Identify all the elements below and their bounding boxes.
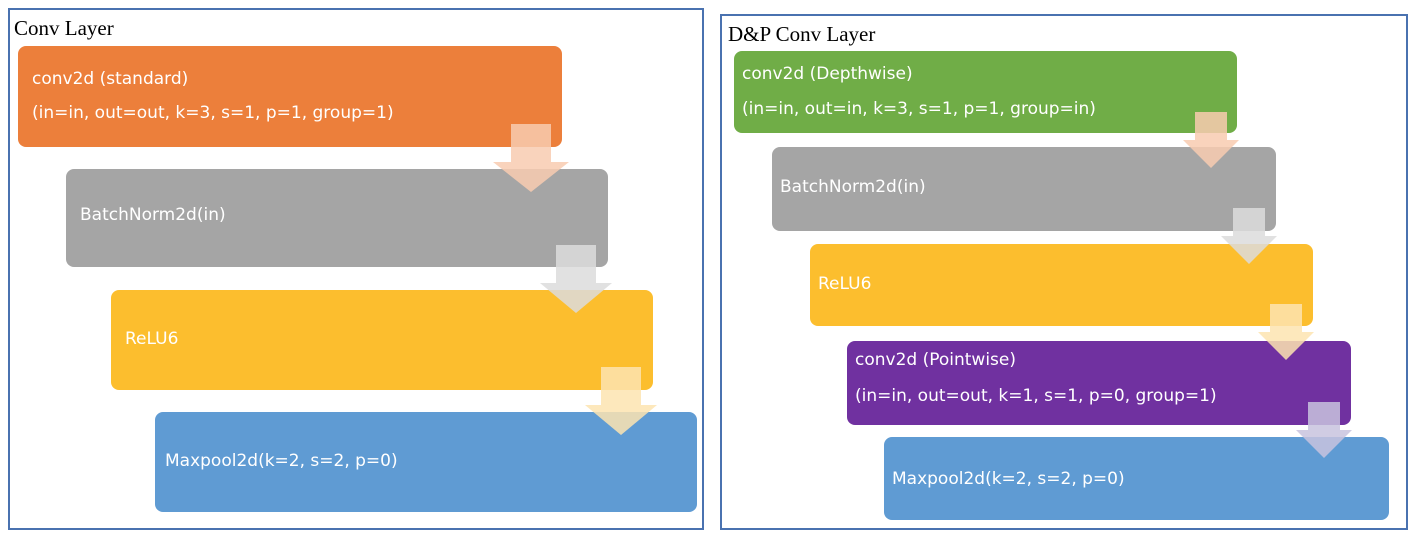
relu6-label: ReLU6 [818,274,872,294]
relu6-label: ReLU6 [125,329,179,349]
down-arrow-icon [540,245,612,313]
conv2d-standard-label: conv2d (standard) [32,69,189,89]
arrow-shape [493,124,569,192]
batchnorm-block: BatchNorm2d(in) [772,147,1276,231]
arrow-shape [1221,208,1277,264]
conv2d-standard-params: (in=in, out=out, k=3, s=1, p=1, group=1) [32,103,394,123]
batchnorm-label: BatchNorm2d(in) [80,205,226,225]
down-arrow-icon [1183,112,1239,168]
maxpool-block: Maxpool2d(k=2, s=2, p=0) [155,412,697,512]
conv2d-depthwise-label: conv2d (Depthwise) [742,64,913,84]
relu6-block: ReLU6 [810,244,1313,326]
batchnorm-label: BatchNorm2d(in) [780,177,926,197]
conv-layer-title: Conv Layer [14,16,114,40]
down-arrow-icon [1258,304,1314,360]
conv2d-depthwise-params: (in=in, out=in, k=3, s=1, p=1, group=in) [742,99,1096,119]
arrow-shape [1183,112,1239,168]
maxpool-label: Maxpool2d(k=2, s=2, p=0) [165,451,398,471]
arrow-shape [585,367,657,435]
conv2d-pointwise-label: conv2d (Pointwise) [855,350,1017,370]
maxpool-label: Maxpool2d(k=2, s=2, p=0) [892,469,1125,489]
conv2d-standard-block: conv2d (standard) (in=in, out=out, k=3, … [18,46,562,147]
arrow-shape [1258,304,1314,360]
down-arrow-icon [1296,402,1352,458]
arrow-shape [540,245,612,313]
down-arrow-icon [585,367,657,435]
batchnorm-block: BatchNorm2d(in) [66,169,608,267]
conv2d-pointwise-params: (in=in, out=out, k=1, s=1, p=0, group=1) [855,386,1217,406]
down-arrow-icon [1221,208,1277,264]
arrow-shape [1296,402,1352,458]
relu6-block: ReLU6 [111,290,653,390]
maxpool-block: Maxpool2d(k=2, s=2, p=0) [884,437,1389,520]
conv2d-pointwise-block: conv2d (Pointwise) (in=in, out=out, k=1,… [847,341,1351,425]
down-arrow-icon [493,124,569,192]
dp-conv-layer-title: D&P Conv Layer [728,22,876,46]
conv2d-depthwise-block: conv2d (Depthwise) (in=in, out=in, k=3, … [734,51,1237,133]
